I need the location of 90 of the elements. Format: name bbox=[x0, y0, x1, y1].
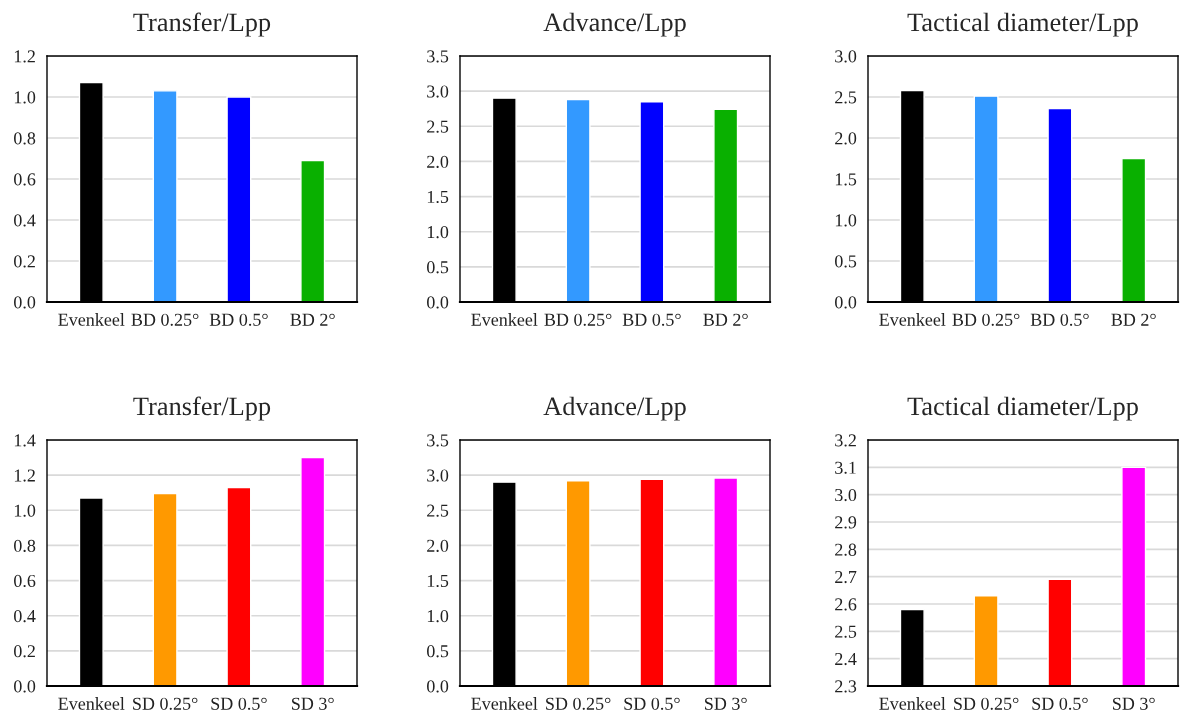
y-tick-label: 1.0 bbox=[14, 91, 36, 104]
y-tick-label: 3.5 bbox=[427, 434, 449, 447]
x-tick-label: SD 3° bbox=[1113, 697, 1155, 710]
y-tick-label: 2.9 bbox=[835, 516, 857, 529]
y-tick-label: 2.6 bbox=[835, 598, 857, 611]
y-tick-label: 0.0 bbox=[427, 680, 449, 693]
x-tick-label: BD 2° bbox=[290, 313, 335, 326]
x-tick-label: SD 0.5° bbox=[211, 697, 267, 710]
x-tick-label: SD 0.5° bbox=[624, 697, 680, 710]
y-tick-label: 2.8 bbox=[835, 543, 857, 556]
x-tick-label: BD 0.5° bbox=[1030, 313, 1089, 326]
y-tick-label: 1.5 bbox=[835, 173, 857, 186]
x-tick-label: Evenkeel bbox=[58, 697, 125, 710]
x-tick-label: Evenkeel bbox=[879, 313, 946, 326]
y-tick-label: 2.7 bbox=[835, 570, 857, 584]
x-tick-label: SD 0.25° bbox=[546, 697, 611, 710]
y-tick-label: 0.6 bbox=[14, 574, 36, 588]
y-tick-label: 2.3 bbox=[835, 680, 857, 693]
x-tick-label: BD 0.5° bbox=[209, 313, 268, 326]
y-tick-label: 2.0 bbox=[427, 155, 449, 168]
y-tick-label: 0.2 bbox=[14, 255, 35, 268]
x-tick-label: Evenkeel bbox=[879, 697, 946, 710]
y-tick-label: 0.4 bbox=[14, 609, 36, 623]
y-tick-label: 3.2 bbox=[835, 434, 856, 447]
y-tick-label: 0.4 bbox=[14, 214, 36, 227]
y-tick-label: 3.0 bbox=[427, 469, 449, 482]
bar bbox=[300, 159, 326, 302]
x-tick-label: Evenkeel bbox=[471, 697, 538, 710]
y-tick-label: 0.2 bbox=[14, 645, 35, 658]
chart-title: Transfer/Lpp bbox=[133, 12, 271, 37]
y-tick-label: 1.5 bbox=[427, 190, 449, 204]
y-tick-label: 2.5 bbox=[427, 120, 449, 133]
y-tick-label: 1.2 bbox=[14, 50, 35, 63]
x-tick-label: SD 0.25° bbox=[954, 697, 1019, 710]
y-tick-label: 1.0 bbox=[835, 214, 857, 227]
y-tick-label: 0.6 bbox=[14, 173, 36, 186]
y-tick-label: 3.0 bbox=[835, 50, 857, 63]
y-tick-label: 1.4 bbox=[14, 434, 36, 447]
bar bbox=[226, 96, 252, 302]
y-tick-label: 0.5 bbox=[427, 645, 449, 658]
chart-title: Advance/Lpp bbox=[543, 396, 686, 421]
bar bbox=[152, 90, 178, 302]
y-tick-label: 2.0 bbox=[835, 132, 857, 145]
x-tick-label: BD 0.25° bbox=[544, 313, 612, 326]
x-tick-label: BD 0.25° bbox=[952, 313, 1020, 326]
bar bbox=[300, 456, 326, 686]
y-tick-label: 0.5 bbox=[427, 261, 449, 274]
x-tick-label: SD 3° bbox=[705, 697, 747, 710]
chart-title: Advance/Lpp bbox=[543, 12, 686, 37]
y-tick-label: 2.5 bbox=[427, 504, 449, 517]
bar bbox=[639, 100, 665, 302]
bar bbox=[1047, 107, 1073, 302]
y-tick-label: 0.0 bbox=[835, 296, 857, 309]
y-tick-label: 0.0 bbox=[427, 296, 449, 309]
x-tick-label: BD 2° bbox=[703, 313, 748, 326]
x-tick-label: SD 0.25° bbox=[133, 697, 198, 710]
x-tick-label: BD 2° bbox=[1111, 313, 1156, 326]
y-tick-label: 0.8 bbox=[14, 539, 36, 552]
chart-title: Tactical diameter/Lpp bbox=[907, 396, 1138, 421]
y-tick-label: 2.0 bbox=[427, 539, 449, 552]
y-tick-label: 1.2 bbox=[14, 469, 35, 482]
y-tick-label: 0.0 bbox=[14, 680, 36, 693]
chart-title: Tactical diameter/Lpp bbox=[907, 12, 1138, 37]
chart-title: Transfer/Lpp bbox=[133, 396, 271, 421]
y-tick-label: 3.1 bbox=[835, 461, 856, 474]
y-tick-label: 0.0 bbox=[14, 296, 36, 309]
x-tick-label: SD 3° bbox=[292, 697, 334, 710]
bar bbox=[1121, 157, 1147, 302]
y-tick-label: 3.0 bbox=[835, 488, 857, 502]
y-tick-label: 2.5 bbox=[835, 91, 857, 104]
y-tick-label: 2.5 bbox=[835, 625, 857, 638]
y-tick-label: 0.5 bbox=[835, 255, 857, 268]
y-tick-label: 3.0 bbox=[427, 85, 449, 98]
y-tick-label: 2.4 bbox=[835, 652, 857, 666]
y-tick-label: 0.8 bbox=[14, 132, 36, 145]
bar bbox=[565, 98, 591, 302]
x-tick-label: SD 0.5° bbox=[1032, 697, 1088, 710]
y-tick-label: 1.0 bbox=[427, 225, 449, 239]
bar bbox=[713, 108, 739, 302]
x-tick-label: BD 0.25° bbox=[131, 313, 199, 326]
x-tick-label: Evenkeel bbox=[471, 313, 538, 326]
y-tick-label: 1.5 bbox=[427, 574, 449, 588]
x-tick-label: BD 0.5° bbox=[622, 313, 681, 326]
y-tick-label: 1.0 bbox=[14, 504, 36, 517]
bar bbox=[226, 486, 252, 686]
x-tick-label: Evenkeel bbox=[58, 313, 125, 326]
bar bbox=[152, 492, 178, 686]
y-tick-label: 1.0 bbox=[427, 609, 449, 623]
y-tick-label: 3.5 bbox=[427, 50, 449, 63]
bar bbox=[973, 95, 999, 302]
